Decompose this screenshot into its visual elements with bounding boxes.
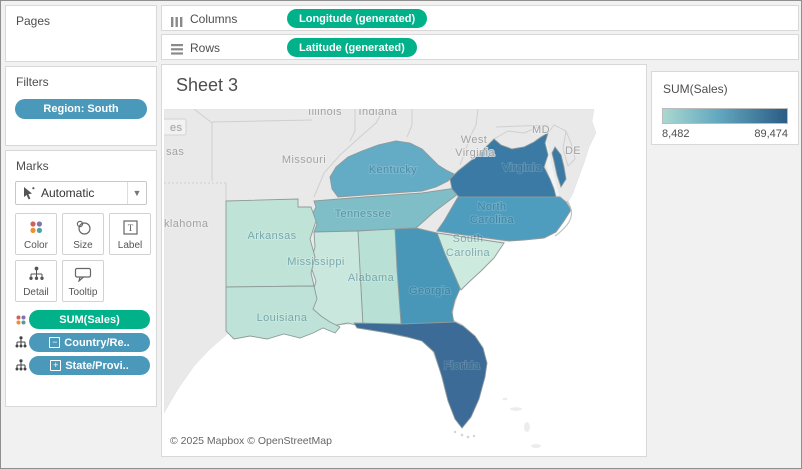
columns-shelf[interactable]: Columns Longitude (generated) [161,5,799,31]
map-label: West [461,134,487,146]
pill-state-province-label: State/Provi.. [65,359,129,372]
map-label: Illinois [308,109,342,118]
color-dots-icon [28,214,44,240]
label-button-label: Label [117,240,143,251]
map-label: Virginia [455,147,495,159]
chevron-down-icon[interactable]: ▼ [127,182,146,204]
map-label: Virginia [502,162,542,174]
rows-shelf[interactable]: Rows Latitude (generated) [161,34,799,60]
size-button-label: Size [73,240,93,251]
detail-button-label: Detail [23,287,49,298]
map-label: Mississippi [287,256,345,268]
label-button[interactable]: T Label [109,213,151,255]
map-label: Alabama [348,272,395,284]
mark-type-dropdown[interactable]: Automatic ▼ [15,181,147,205]
rows-icon [171,42,183,60]
filter-pill-region-south[interactable]: Region: South [15,99,147,119]
size-button[interactable]: Size [62,213,104,255]
map-label: sas [166,146,184,158]
automatic-mark-icon [22,186,35,200]
legend-max-value: 89,474 [754,128,788,140]
filters-panel: Filters Region: South [5,66,157,146]
gray-state-borders [193,108,576,201]
detail-hierarchy-icon [28,261,45,287]
map-label: DE [565,145,581,157]
columns-shelf-label: Columns [190,12,238,26]
detail-button[interactable]: Detail [15,260,57,302]
pill-longitude[interactable]: Longitude (generated) [287,9,428,28]
outer-banks [554,200,573,237]
map-label: Louisiana [257,312,308,324]
map-label: Kentucky [369,164,418,176]
marks-panel-title: Marks [16,159,49,173]
filters-panel-title: Filters [16,75,49,89]
states-group [225,132,572,429]
state-louisiana[interactable] [225,285,341,340]
marks-pill-row: SUM(Sales) [12,310,150,329]
florida-keys [453,430,476,439]
pill-latitude[interactable]: Latitude (generated) [287,38,417,57]
map-label: Tennessee [335,208,392,220]
map-label: Indiana [359,109,398,118]
sheet-title: Sheet 3 [176,75,239,95]
state-kentucky[interactable] [329,140,455,198]
size-icon [75,214,92,240]
map-label: Arkansas [247,230,296,242]
map-label: Missouri [282,154,326,166]
color-button-label: Color [24,240,48,251]
legend-gradient-bar [662,108,788,124]
state-florida[interactable] [353,321,488,429]
pill-state-province[interactable]: + State/Provi.. [29,356,150,375]
islands [502,397,541,448]
map-canvas[interactable]: es sas Missouri klahoma Illinois Indiana West V… [157,105,644,454]
map-label: es [170,122,183,134]
tooltip-icon [74,261,92,287]
map-label: South [453,233,484,245]
legend-title: SUM(Sales) [663,82,728,96]
tooltip-button-label: Tooltip [68,287,98,298]
pill-country-region-label: Country/Re.. [64,336,130,349]
map-label: Georgia [409,285,451,297]
state-arkansas[interactable] [225,198,317,288]
columns-icon [171,14,183,32]
map-label: North [478,201,507,213]
collapse-box-icon[interactable]: − [49,337,61,348]
pill-sum-sales[interactable]: SUM(Sales) [29,310,150,329]
color-legend-card: SUM(Sales) 8,482 89,474 [651,71,799,145]
label-icon: T [122,214,138,240]
map-label: MD [532,124,550,136]
state-virginia-eastern-shore[interactable] [551,146,567,189]
map-label: Florida [444,360,481,372]
legend-minmax: 8,482 89,474 [662,128,788,140]
marks-panel: Marks Automatic ▼ Color [5,150,157,407]
state-virginia[interactable] [449,132,557,198]
hierarchy-icon[interactable] [12,336,29,349]
expand-box-icon[interactable]: + [50,360,62,371]
hierarchy-icon[interactable] [12,359,29,372]
tooltip-button[interactable]: Tooltip [62,260,104,302]
map-attribution: © 2025 Mapbox © OpenStreetMap [166,434,338,449]
sheet-card: Sheet 3 [157,64,647,457]
color-dots-icon[interactable] [12,314,29,326]
color-button[interactable]: Color [15,213,57,255]
state-north-carolina[interactable] [436,196,572,242]
marks-buttons-grid: Color Size T Label [15,213,156,302]
map-label: klahoma [164,218,209,230]
map-label: Carolina [470,214,515,226]
svg-text:T: T [127,223,133,233]
legend-min-value: 8,482 [662,128,690,140]
marks-pill-row: + State/Provi.. [12,356,150,375]
pill-country-region[interactable]: − Country/Re.. [29,333,150,352]
pages-panel[interactable]: Pages [5,5,157,62]
rows-shelf-label: Rows [190,41,221,55]
marks-pills: SUM(Sales) − Country/Re.. [12,310,150,375]
map-label: Carolina [446,247,491,259]
pages-panel-title: Pages [16,14,51,28]
mark-type-label: Automatic [41,186,95,200]
marks-pill-row: − Country/Re.. [12,333,150,352]
